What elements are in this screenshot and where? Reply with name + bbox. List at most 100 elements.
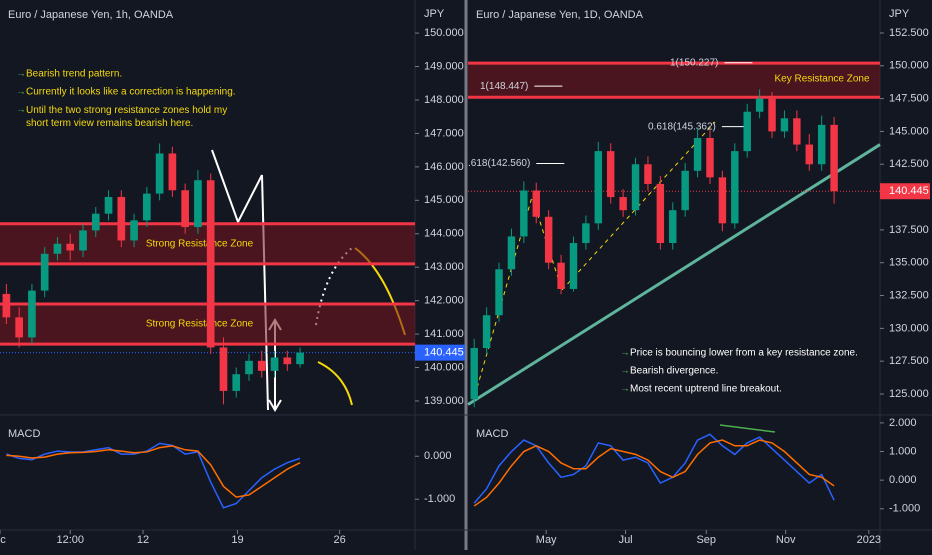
last-price-tag — [880, 183, 930, 200]
fib-label: 0.618(145.362) — [648, 121, 716, 132]
x-tick-label: 2023 — [857, 534, 881, 546]
candle-body — [257, 360, 266, 371]
y-tick-label: 145.000 — [889, 125, 929, 137]
candle-body — [181, 190, 189, 228]
candle-body — [718, 177, 727, 224]
note-arrow: → — [620, 384, 630, 395]
note: Price is bouncing lower from a key resis… — [630, 348, 858, 359]
candle-body — [194, 180, 202, 228]
zone-label: Key Resistance Zone — [774, 74, 869, 85]
candle-body — [731, 151, 739, 224]
x-tick-label: 12 — [137, 534, 149, 546]
candle-body — [544, 216, 553, 263]
last-price-label: 140.445 — [889, 185, 929, 197]
y-tick-label: 141.000 — [424, 328, 464, 340]
candle-body — [706, 137, 714, 178]
y-tick-label: 149.000 — [424, 60, 464, 72]
candle-body — [219, 347, 228, 391]
note: Until the two strong resistance zones ho… — [26, 105, 227, 129]
y-tick-label: 144.000 — [424, 228, 464, 240]
signal-line — [6, 445, 301, 498]
y-tick-label: 143.000 — [424, 261, 464, 273]
y-tick-label: 130.000 — [889, 322, 929, 334]
note: Most recent uptrend line breakout. — [630, 384, 782, 395]
candle-body — [606, 151, 615, 198]
candle-body — [143, 193, 151, 221]
fib-label: 1(150.227) — [670, 57, 718, 68]
candle-body — [569, 243, 578, 289]
candle-body — [743, 111, 751, 152]
arrow — [211, 149, 263, 225]
y-tick-label: 125.000 — [889, 388, 929, 400]
candle-body — [693, 137, 702, 171]
candle-body — [557, 262, 565, 289]
y-tick-label: 150.000 — [889, 60, 929, 72]
candle-body — [15, 317, 23, 338]
candle-body — [283, 357, 292, 365]
candle-body — [619, 197, 627, 211]
note: Currently it looks like a correction is … — [26, 87, 236, 98]
candle-body — [495, 269, 503, 316]
candle-body — [817, 124, 826, 165]
candle-body — [296, 352, 304, 365]
macd-line — [473, 433, 835, 504]
x-tick-label: Sep — [696, 534, 716, 546]
x-tick-label: ec — [0, 534, 6, 546]
macd-y-tick-label: 0.000 — [889, 474, 917, 486]
candle-body — [104, 196, 113, 214]
candle-body — [755, 98, 764, 112]
divergence-line — [719, 424, 776, 433]
candle-body — [470, 348, 478, 400]
signal-line — [473, 439, 835, 507]
candle-body — [270, 357, 279, 371]
candle-body — [117, 196, 126, 241]
arrow — [261, 174, 269, 411]
macd-y-tick-label: 0.000 — [424, 450, 452, 462]
candle-body — [594, 151, 603, 224]
candle-body — [582, 223, 590, 244]
y-tick-label: 135.000 — [889, 257, 929, 269]
candle-body — [91, 213, 100, 231]
macd-y-tick-label: 1.000 — [889, 445, 917, 457]
candle-body — [830, 124, 838, 192]
x-tick-label: 26 — [334, 534, 346, 546]
note-arrow: → — [620, 366, 630, 377]
y-tick-label: 152.500 — [889, 27, 929, 39]
y-tick-label: 127.500 — [889, 355, 929, 367]
candle-body — [656, 183, 665, 244]
macd-title: MACD — [476, 428, 508, 440]
candle-body — [768, 98, 776, 132]
macd-title: MACD — [8, 428, 40, 440]
x-tick-label: Jul — [619, 534, 633, 546]
y-tick-label: 142.000 — [424, 295, 464, 307]
y-tick-label: 146.000 — [424, 161, 464, 173]
candle-body — [805, 144, 813, 165]
y-tick-label: 148.000 — [424, 94, 464, 106]
y-tick-label: 150.000 — [424, 27, 464, 39]
candle-body — [482, 315, 491, 349]
last-price-label: 140.445 — [424, 347, 464, 359]
y-tick-label: 140.000 — [424, 361, 464, 373]
unit-label: JPY — [424, 8, 445, 20]
macd-y-tick-label: -1.000 — [889, 503, 920, 515]
candle-body — [232, 374, 241, 391]
candle-body — [644, 164, 652, 184]
y-tick-label: 139.000 — [424, 395, 464, 407]
chart-title: Euro / Japanese Yen, 1h, OANDA — [8, 9, 174, 21]
candle-body — [168, 153, 177, 191]
macd-y-tick-label: 2.000 — [889, 417, 917, 429]
y-tick-label: 145.000 — [424, 194, 464, 206]
macd-line — [6, 442, 301, 509]
x-tick-label: 19 — [231, 534, 243, 546]
y-tick-label: 132.500 — [889, 289, 929, 301]
y-tick-label: 142.500 — [889, 158, 929, 170]
candle-body — [2, 293, 11, 318]
chart-title: Euro / Japanese Yen, 1D, OANDA — [476, 9, 644, 21]
note-arrow: → — [16, 87, 26, 98]
candle-body — [507, 236, 516, 270]
unit-label: JPY — [889, 8, 910, 20]
candle-body — [669, 210, 677, 244]
x-tick-label: May — [536, 534, 557, 546]
